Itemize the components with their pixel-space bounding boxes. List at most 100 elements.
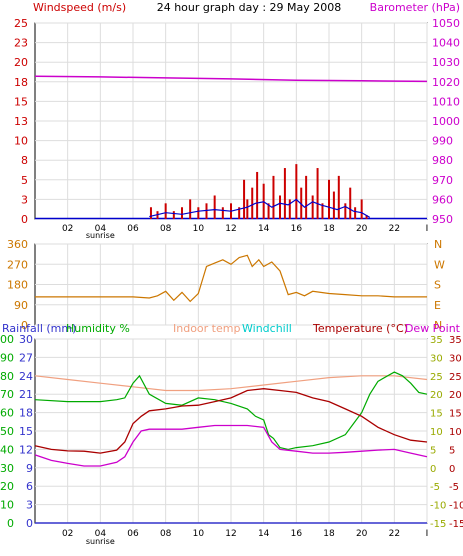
rain-tick-label: 6 (26, 480, 33, 493)
temp-tick-label-inner: 0 (430, 464, 436, 475)
legend-dewpoint: Dew Point (405, 322, 461, 335)
temp-tick-label-outer: 20 (449, 390, 462, 401)
x-tick-label: 14 (258, 224, 270, 234)
direction-tick-label: 270 (7, 258, 28, 271)
temp-tick-label-inner: 30 (430, 353, 443, 364)
humidity-tick-label: 0 (7, 517, 14, 530)
direction-tick-label: 180 (7, 279, 28, 292)
barometer-axis-title: Barometer (hPa) (370, 1, 460, 14)
wind-tick-label: 15 (14, 95, 28, 108)
temp-tick-label-outer: 0 (449, 464, 455, 475)
humidity-tick-label: 100 (0, 333, 14, 346)
barometer-tick-label: 980 (432, 154, 453, 167)
x-tick-label-end: I (426, 224, 429, 234)
humidity-tick-label: 90 (0, 351, 14, 364)
direction-tick-label: 360 (7, 238, 28, 251)
wind-tick-label: 20 (14, 56, 28, 69)
x-tick-label: 06 (127, 529, 139, 539)
wind-barometer-panel: 0358101315182023259509609709809901000101… (14, 17, 460, 240)
temp-tick-label-outer: 15 (449, 409, 462, 420)
x-tick-label: 14 (258, 529, 270, 539)
dewpoint-line (34, 424, 428, 467)
barometer-tick-label: 960 (432, 193, 453, 206)
wind-tick-label: 25 (14, 17, 28, 30)
humidity-tick-label: 30 (0, 462, 14, 475)
x-tick-label: 06 (127, 224, 139, 234)
x-tick-label: 12 (225, 529, 236, 539)
temp-tick-label-outer: 25 (449, 372, 462, 383)
temp-tick-label-outer: 5 (449, 445, 455, 456)
x-tick-label: 18 (323, 529, 335, 539)
temp-tick-label-outer: 30 (449, 353, 462, 364)
x-tick-label: 20 (356, 529, 368, 539)
humidity-tick-label: 10 (0, 499, 14, 512)
barometer-tick-label: 1040 (432, 37, 460, 50)
rain-tick-label: 18 (19, 407, 33, 420)
temp-tick-label-inner: 10 (430, 427, 443, 438)
humidity-line (34, 371, 428, 451)
chart-title: 24 hour graph day : 29 May 2008 (157, 1, 342, 14)
temp-tick-label-inner: -5 (430, 482, 440, 493)
temp-tick-label-outer: -15 (449, 519, 463, 530)
compass-tick-label: W (434, 258, 445, 271)
barometer-tick-label: 1010 (432, 95, 460, 108)
x-tick-label: 04 (95, 529, 107, 539)
humidity-tick-label: 20 (0, 480, 14, 493)
temp-tick-label-outer: -10 (449, 501, 463, 512)
direction-tick-label: 90 (14, 299, 28, 312)
wind-average-line (149, 198, 371, 218)
sunrise-label: sunrise (86, 537, 115, 546)
x-tick-label: 20 (356, 224, 368, 234)
rain-tick-label: 0 (26, 517, 33, 530)
compass-tick-label: N (434, 319, 442, 332)
barometer-tick-label: 1000 (432, 115, 460, 128)
wind-tick-label: 23 (14, 37, 28, 50)
humidity-tick-label: 70 (0, 388, 14, 401)
compass-tick-label: N (434, 238, 442, 251)
x-tick-label: 02 (62, 224, 73, 234)
humidity-tick-label: 40 (0, 443, 14, 456)
sunrise-label: sunrise (86, 231, 115, 240)
temperature-panel: 0102030405060708090100036912151821242730… (0, 333, 463, 546)
rain-tick-label: 9 (26, 462, 33, 475)
barometer-tick-label: 950 (432, 213, 453, 226)
wind-tick-label: 18 (14, 76, 28, 89)
humidity-tick-label: 80 (0, 370, 14, 383)
legend-windchill: Windchill (242, 322, 292, 335)
barometer-tick-label: 1050 (432, 17, 460, 30)
wind-tick-label: 3 (21, 193, 28, 206)
temperature-line (34, 388, 428, 454)
windspeed-axis-title: Windspeed (m/s) (33, 1, 126, 14)
barometer-tick-label: 970 (432, 174, 453, 187)
legend-humidity: Humidity % (66, 322, 130, 335)
indoor-temp-line (34, 375, 428, 392)
wind-tick-label: 5 (21, 174, 28, 187)
temp-tick-label-inner: -15 (430, 519, 446, 530)
x-tick-label: 10 (193, 529, 205, 539)
x-tick-label: 22 (389, 224, 400, 234)
rain-tick-label: 15 (19, 425, 33, 438)
x-tick-label: 02 (62, 529, 73, 539)
rain-tick-label: 24 (19, 370, 33, 383)
legend-temperature: Temperature (°C) (312, 322, 408, 335)
legend-rainfall: Rainfall (mm) (2, 322, 76, 335)
temp-tick-label-inner: 20 (430, 390, 443, 401)
temp-tick-label-inner: 25 (430, 372, 443, 383)
rain-tick-label: 12 (19, 443, 33, 456)
temp-tick-label-inner: -10 (430, 501, 446, 512)
x-tick-label-end: I (426, 529, 429, 539)
compass-tick-label: E (434, 299, 441, 312)
temp-tick-label-inner: 15 (430, 409, 443, 420)
compass-tick-label: S (434, 279, 441, 292)
x-tick-label: 18 (323, 224, 335, 234)
direction-tick-label: 0 (21, 319, 28, 332)
wind-tick-label: 8 (21, 154, 28, 167)
legend-indoor-temp: Indoor temp (173, 322, 240, 335)
temp-tick-label-outer: 10 (449, 427, 462, 438)
x-tick-label: 08 (160, 529, 172, 539)
x-tick-label: 10 (193, 224, 205, 234)
wind-tick-label: 10 (14, 135, 28, 148)
